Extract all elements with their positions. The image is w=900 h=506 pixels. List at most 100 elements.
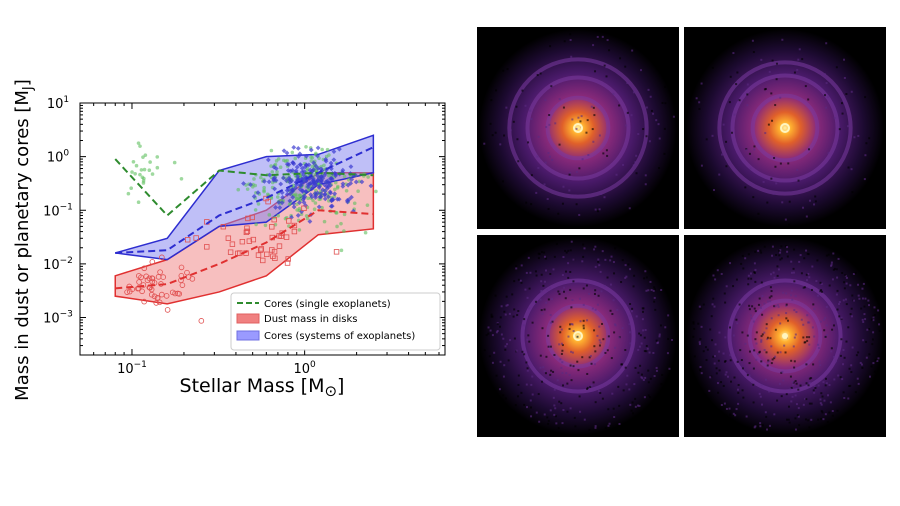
disk-speckle (798, 424, 801, 427)
disk-speckle (800, 318, 803, 321)
disk-speckle (718, 350, 721, 353)
system-core-point (295, 213, 301, 218)
disk-speckle (569, 323, 572, 326)
disk-speckle (563, 40, 566, 43)
disk-speckle (572, 330, 575, 333)
disk-speckle (806, 339, 809, 342)
disk-speckle (578, 395, 581, 398)
disk-speckle (657, 341, 660, 344)
dust-disk-point (286, 218, 292, 224)
system-core-point (271, 177, 277, 183)
disk-speckle (853, 136, 856, 139)
single-core-point (356, 189, 360, 194)
dust-disk-point (139, 288, 145, 295)
system-core-point (335, 196, 340, 202)
disk-speckle (732, 285, 735, 288)
disk-speckle (698, 101, 701, 104)
disk-speckle (563, 290, 566, 293)
disk-speckle (740, 359, 743, 362)
disk-speckle (792, 383, 795, 386)
disk-speckle (554, 415, 557, 418)
disk-speckle (602, 338, 605, 341)
disk-speckle (530, 203, 533, 206)
dust-disk-point (141, 298, 147, 305)
disk-speckle (622, 163, 625, 166)
disk-speckle (652, 289, 655, 292)
disk-speckle (496, 329, 499, 332)
disk-speckle (643, 277, 646, 280)
disk-speckle (808, 321, 811, 324)
disk-speckle (843, 356, 846, 359)
disk-speckle (586, 386, 589, 389)
disk-speckle (724, 360, 727, 363)
disk-speckle (508, 312, 511, 315)
disk-speckle (625, 124, 628, 127)
disk-speckle (774, 305, 777, 308)
disk-speckle (761, 333, 764, 336)
x-tick-label: 100 (293, 360, 316, 377)
disk-speckle (776, 399, 779, 402)
disk-speckle (723, 292, 726, 295)
disk-speckle (660, 383, 663, 386)
disk-speckle (741, 254, 744, 257)
single-cores-median-line (114, 158, 374, 217)
disk-speckle (762, 283, 765, 286)
disk-speckle (781, 370, 784, 373)
disk-speckle (778, 382, 781, 385)
disk-speckle (526, 296, 529, 299)
dust-disk-point (239, 238, 246, 245)
disk-speckle (530, 383, 533, 386)
disk-speckle (624, 264, 627, 267)
disk-speckle (814, 195, 817, 198)
disk-speckle (823, 73, 826, 76)
disk-speckle (862, 282, 865, 285)
disk-speckle (489, 329, 492, 332)
disk-speckle (632, 412, 635, 415)
disk-speckle (622, 389, 625, 392)
disk-speckle (599, 341, 602, 344)
disk-speckle (597, 260, 600, 263)
disk-speckle (634, 161, 637, 164)
disk-speckle (547, 419, 550, 422)
single-core-point (278, 165, 283, 170)
disk-speckle (835, 293, 838, 296)
disk-speckle (802, 286, 805, 289)
disk-speckle (530, 174, 533, 177)
disk-speckle (639, 69, 642, 72)
single-core-point (136, 200, 141, 204)
y-tick-label: 10−1 (43, 202, 73, 219)
disk-speckle (793, 248, 796, 251)
system-core-point (315, 178, 320, 184)
disk-speckle (700, 372, 703, 375)
disk-speckle (553, 404, 556, 407)
disk-speckle (553, 388, 556, 391)
disk-speckle (868, 353, 871, 356)
disk-speckle (819, 281, 822, 284)
dust-disk-point (149, 275, 156, 282)
disk-speckle (491, 334, 494, 337)
disk-speckle (609, 259, 612, 262)
disk-speckle (772, 192, 775, 195)
disk-speckle (649, 377, 652, 380)
disk-speckle (560, 328, 563, 331)
disk-speckle (526, 367, 529, 370)
disk-speckle (667, 314, 670, 317)
disk-speckle (807, 321, 810, 324)
system-core-point (327, 189, 333, 195)
disk-speckle (741, 367, 744, 370)
single-core-point (344, 188, 349, 193)
disk-speckle (516, 138, 519, 141)
disk-speckle (831, 414, 834, 417)
disk-speckle (612, 261, 615, 264)
disk-speckle (748, 152, 751, 155)
disk-speckle (864, 154, 867, 157)
single-core-point (322, 163, 326, 168)
single-core-point (342, 212, 347, 217)
disk-speckle (487, 326, 490, 329)
disk-speckle (594, 289, 597, 292)
disk-speckle (748, 362, 751, 365)
disk-speckle (776, 265, 779, 268)
disk-speckle (605, 149, 608, 152)
disk-speckle (836, 289, 839, 292)
disk-speckle (551, 320, 554, 323)
